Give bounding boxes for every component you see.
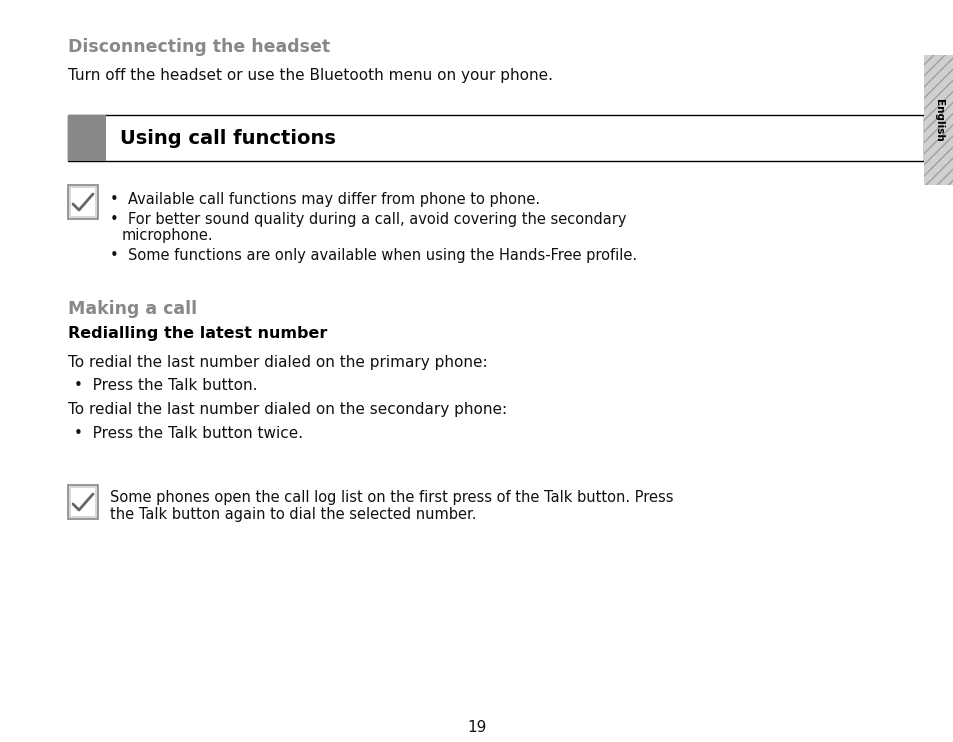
- Text: microphone.: microphone.: [122, 228, 213, 243]
- FancyBboxPatch shape: [68, 115, 923, 161]
- Text: English: English: [933, 99, 943, 142]
- FancyBboxPatch shape: [68, 485, 98, 519]
- Text: To redial the last number dialed on the secondary phone:: To redial the last number dialed on the …: [68, 402, 507, 417]
- Text: •  For better sound quality during a call, avoid covering the secondary: • For better sound quality during a call…: [110, 212, 626, 227]
- FancyBboxPatch shape: [68, 115, 106, 161]
- Text: Making a call: Making a call: [68, 300, 197, 318]
- Text: To redial the last number dialed on the primary phone:: To redial the last number dialed on the …: [68, 355, 487, 370]
- FancyBboxPatch shape: [68, 185, 98, 219]
- Text: •  Available call functions may differ from phone to phone.: • Available call functions may differ fr…: [110, 192, 539, 207]
- Text: Turn off the headset or use the Bluetooth menu on your phone.: Turn off the headset or use the Bluetoot…: [68, 68, 553, 83]
- Text: Redialling the latest number: Redialling the latest number: [68, 326, 327, 341]
- FancyBboxPatch shape: [71, 488, 95, 516]
- Text: Using call functions: Using call functions: [120, 128, 335, 148]
- Text: Some phones open the call log list on the first press of the Talk button. Press: Some phones open the call log list on th…: [110, 490, 673, 505]
- FancyBboxPatch shape: [71, 188, 95, 216]
- Text: •  Press the Talk button.: • Press the Talk button.: [74, 378, 257, 393]
- Text: Disconnecting the headset: Disconnecting the headset: [68, 38, 330, 56]
- Text: 19: 19: [467, 720, 486, 735]
- Text: •  Some functions are only available when using the Hands-Free profile.: • Some functions are only available when…: [110, 248, 637, 263]
- Text: the Talk button again to dial the selected number.: the Talk button again to dial the select…: [110, 507, 476, 522]
- FancyBboxPatch shape: [923, 55, 953, 185]
- Text: •  Press the Talk button twice.: • Press the Talk button twice.: [74, 426, 303, 441]
